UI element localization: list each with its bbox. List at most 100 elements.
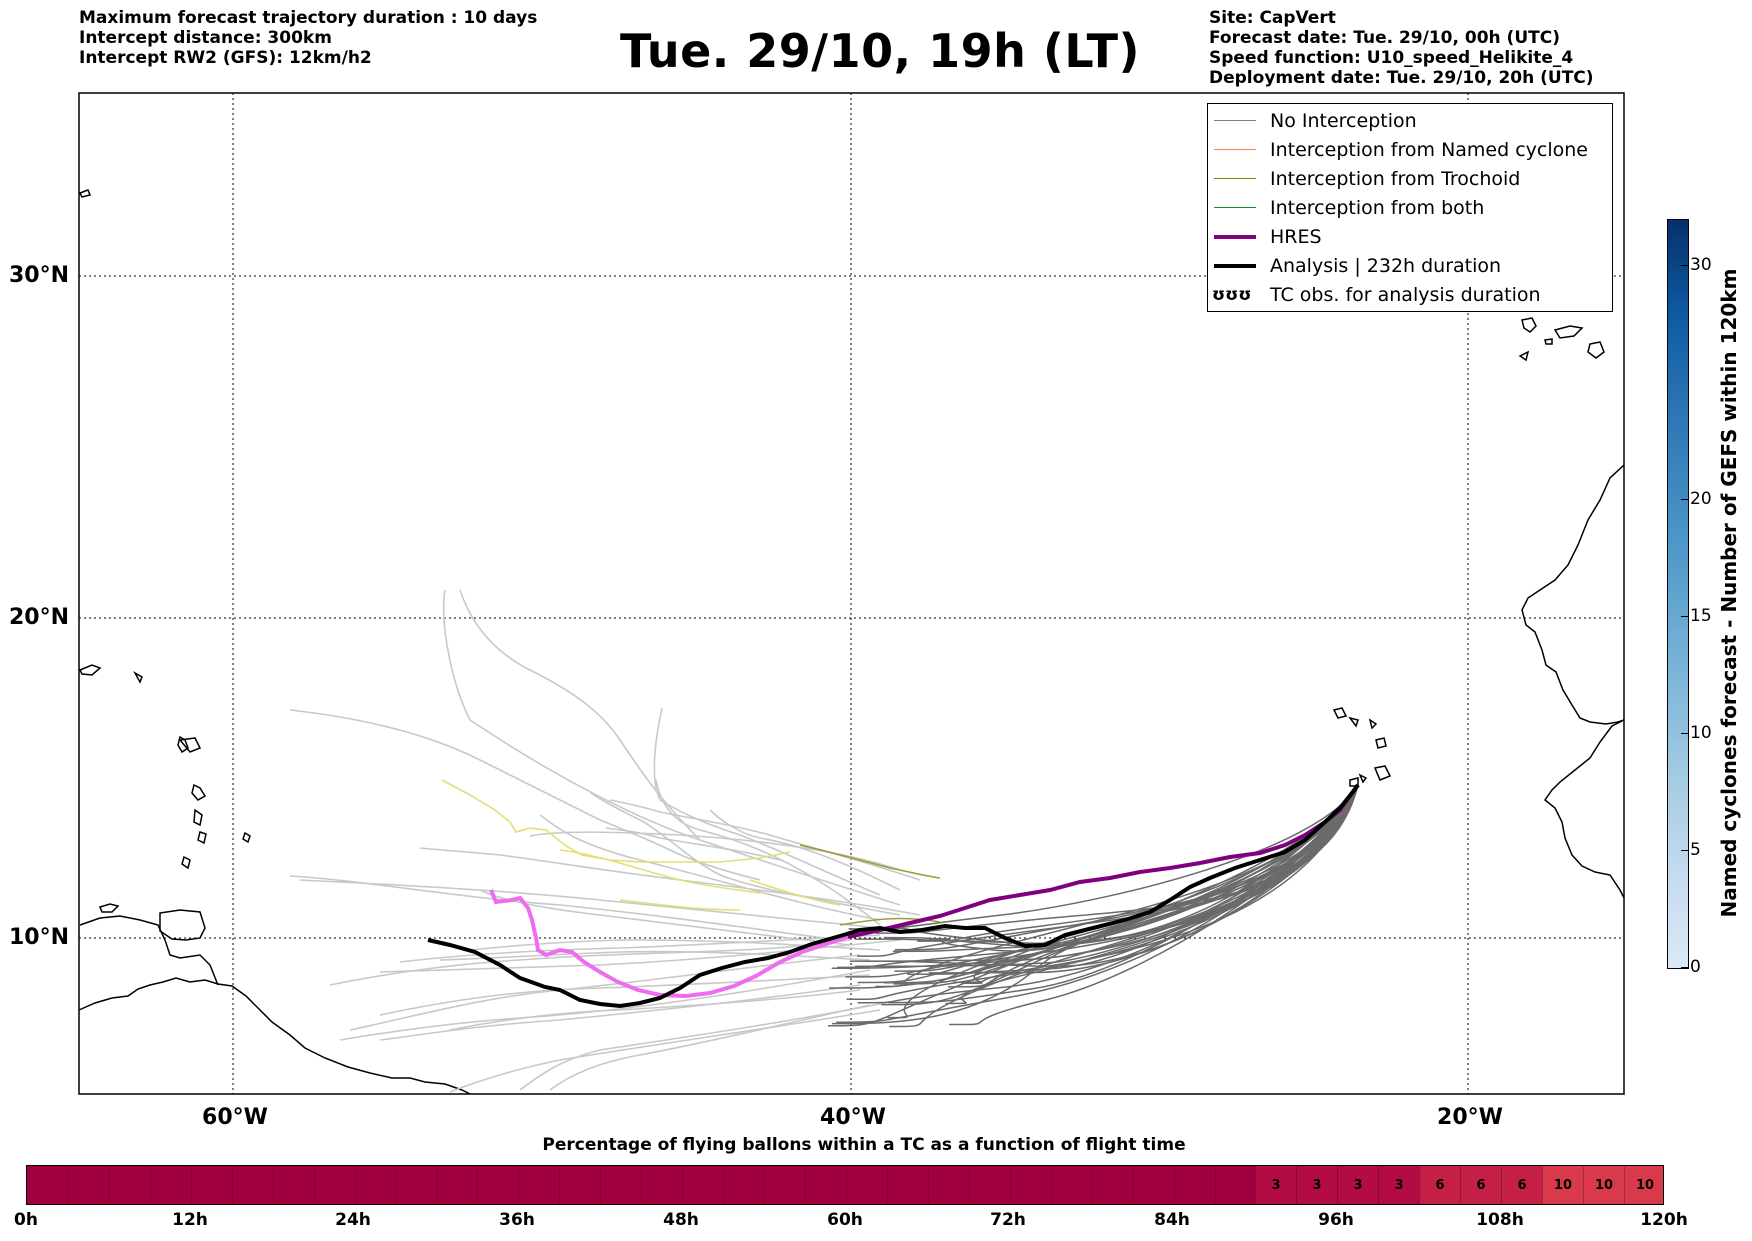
coast-capeverde-6: [1373, 765, 1392, 781]
bar-grid-tick: [1173, 1166, 1175, 1204]
trajectory-analysis: [427, 783, 1360, 1009]
legend-label: No Interception: [1270, 110, 1417, 132]
trajectory-no-interception: [854, 784, 1359, 945]
bar-grid-tick: [927, 1166, 929, 1204]
coast-top-left-islet: [78, 189, 92, 198]
trajectory-light: [329, 939, 851, 986]
legend-swatch: [1214, 120, 1256, 121]
bar-grid-tick: [313, 1166, 315, 1204]
coast-antilles-4: [197, 831, 207, 845]
colorbar-tickmark: [1681, 850, 1688, 851]
legend-swatch: [1214, 207, 1256, 208]
bottom-bar-tick: 36h: [499, 1210, 535, 1230]
coast-antilles-7: [98, 903, 120, 913]
bar-grid-tick: [108, 1166, 110, 1204]
bar-cell: 10: [1624, 1166, 1663, 1204]
trajectory-light: [339, 969, 871, 1041]
colorbar-tickmark: [1681, 616, 1688, 617]
bottom-bar-tick: 0h: [14, 1210, 38, 1230]
trajectory-light: [449, 989, 861, 1031]
colorbar-tickmark: [1681, 967, 1688, 968]
coast-capeverde-4: [1375, 737, 1387, 749]
legend-swatch: [1214, 264, 1256, 268]
trajectory-yellow: [749, 879, 841, 906]
bottom-bar-tick: 120h: [1640, 1210, 1688, 1230]
bottom-bar-tick: 12h: [172, 1210, 208, 1230]
trajectory-no-interception: [832, 784, 1359, 1025]
coast-antilles-8: [78, 664, 102, 676]
legend-item-no-interception: No Interception: [1208, 108, 1612, 134]
header-right-info: Site: CapVert Forecast date: Tue. 29/10,…: [1209, 8, 1594, 88]
coast-canary-1: [1521, 317, 1537, 333]
bar-grid-tick: [682, 1166, 684, 1204]
colorbar-tickmark: [1681, 733, 1688, 734]
trajectory-light: [549, 1004, 871, 1091]
trajectory-light: [449, 1009, 881, 1093]
bar-grid-tick: [354, 1166, 356, 1204]
legend-label: Interception from both: [1270, 197, 1485, 219]
legend-label: Interception from Trochoid: [1270, 168, 1521, 190]
lon-label-40w: 40°W: [820, 1105, 886, 1130]
bottom-bar-tick: 24h: [335, 1210, 371, 1230]
flight-time-bar: 3 3 3 3 6 6 6 10 10 10: [26, 1165, 1664, 1205]
bar-cell: 3: [1337, 1166, 1378, 1204]
trajectory-no-interception: [864, 784, 1359, 962]
coast-capeverde-2: [1348, 716, 1359, 728]
legend-label: HRES: [1270, 226, 1322, 248]
coast-antilles-9: [133, 671, 143, 684]
bottom-bar-tick: 96h: [1318, 1210, 1354, 1230]
map-legend: No Interception Interception from Named …: [1207, 103, 1613, 312]
coast-antilles-6: [242, 831, 251, 844]
trajectory-no-interception: [857, 784, 1359, 1004]
coast-trinidad: [159, 909, 206, 941]
bar-cell: 3: [1255, 1166, 1296, 1204]
trochoid-segment-1: [799, 844, 941, 879]
coast-antilles-5: [181, 855, 191, 870]
lon-label-60w: 60°W: [202, 1105, 268, 1130]
bar-cell: 6: [1501, 1166, 1542, 1204]
header-left-info: Maximum forecast trajectory duration : 1…: [79, 8, 537, 68]
bar-grid-tick: [231, 1166, 233, 1204]
legend-label: TC obs. for analysis duration: [1270, 284, 1541, 306]
bottom-bar-tick: 60h: [827, 1210, 863, 1230]
trajectory-no-interception: [953, 784, 1359, 983]
bar-grid-tick: [1132, 1166, 1134, 1204]
coast-canary-3: [1587, 341, 1605, 359]
trajectory-light: [289, 709, 761, 881]
bar-grid-tick: [1050, 1166, 1052, 1204]
trajectory-yellow: [619, 899, 741, 911]
bar-cell: 6: [1460, 1166, 1501, 1204]
legend-item-named-cyclone: Interception from Named cyclone: [1208, 137, 1612, 163]
trajectory-light: [379, 974, 871, 1016]
bar-grid-tick: [886, 1166, 888, 1204]
coast-canary-5: [1518, 350, 1530, 362]
bar-grid-tick: [600, 1166, 602, 1204]
colorbar-tick-label: 20: [1690, 489, 1712, 509]
trajectory-magenta: [489, 889, 849, 999]
bar-grid-tick: [190, 1166, 192, 1204]
legend-swatch: [1214, 235, 1256, 239]
header-right-line: Deployment date: Tue. 29/10, 20h (UTC): [1209, 68, 1594, 88]
header-left-line: Intercept RW2 (GFS): 12km/h2: [79, 48, 372, 68]
header-right-line: Forecast date: Tue. 29/10, 00h (UTC): [1209, 28, 1560, 48]
trajectory-yellow: [559, 849, 761, 894]
legend-swatch: [1214, 149, 1256, 150]
lat-label-10n: 10°N: [9, 925, 70, 950]
bar-grid-tick: [641, 1166, 643, 1204]
coast-africa-west: [1543, 719, 1625, 899]
bar-grid-tick: [764, 1166, 766, 1204]
bar-grid-tick: [149, 1166, 151, 1204]
trajectory-no-interception: [928, 784, 1359, 974]
bar-grid-tick: [1009, 1166, 1011, 1204]
trajectory-no-interception: [949, 784, 1359, 1026]
header-left-line: Maximum forecast trajectory duration : 1…: [79, 8, 538, 28]
tc-symbol-icon: ʊʊʊ: [1212, 285, 1252, 305]
trajectory-light: [299, 879, 901, 931]
trajectory-light: [655, 779, 881, 926]
bar-grid-tick: [968, 1166, 970, 1204]
coast-africa: [1521, 464, 1625, 725]
bar-grid-tick: [518, 1166, 520, 1204]
colorbar: [1667, 219, 1689, 969]
coast-capeverde-7: [1358, 773, 1368, 784]
bar-grid-tick: [723, 1166, 725, 1204]
